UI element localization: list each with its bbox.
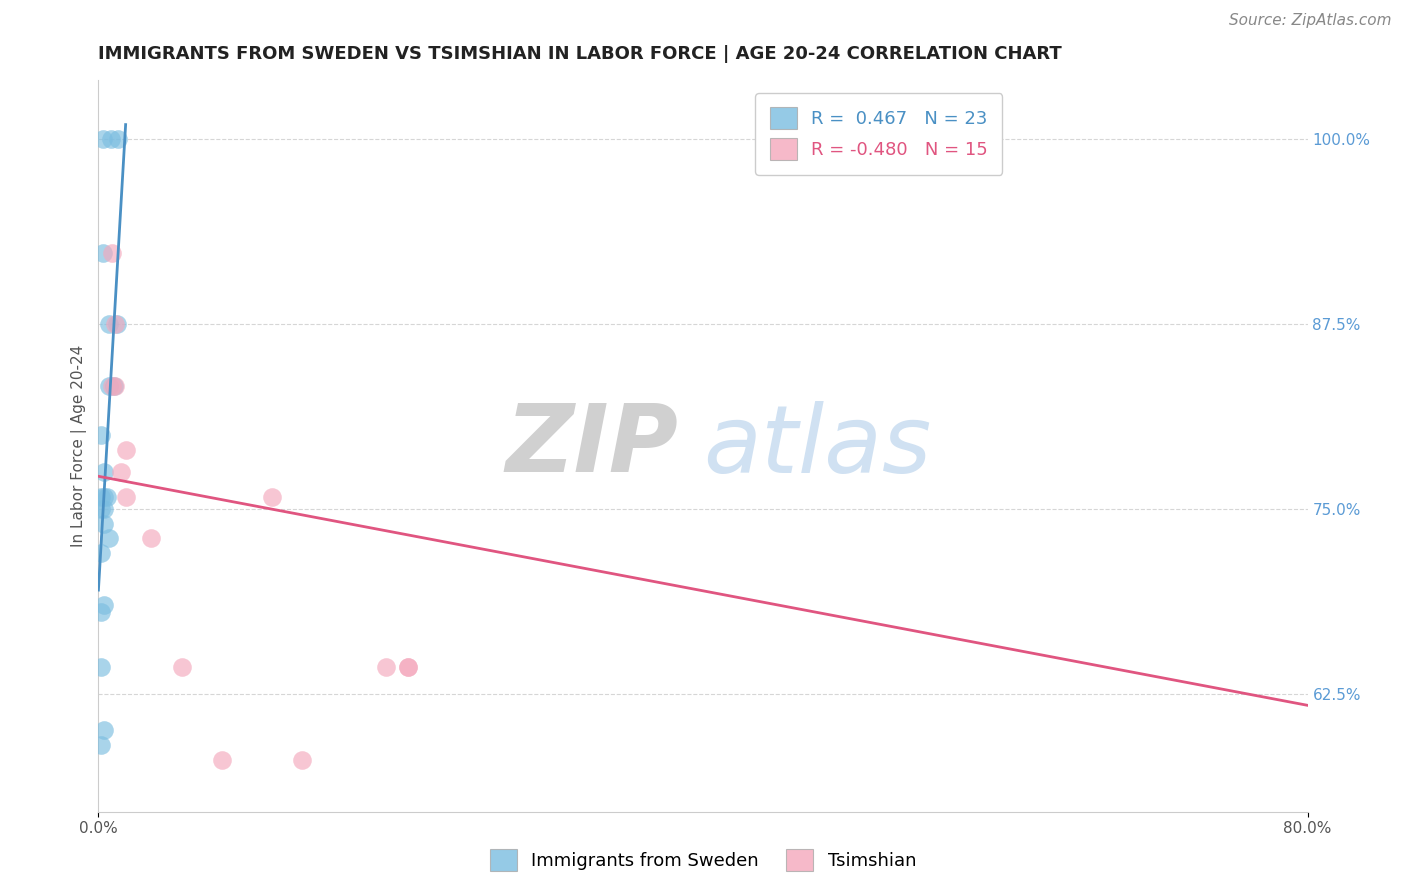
Point [90,501,112,516]
Point [110,465,132,479]
Point [91,246,114,260]
Point [98,379,121,393]
Point [93,465,115,479]
Point [114,490,136,504]
Point [374,660,396,674]
Point [104,317,127,331]
Point [90,428,112,442]
Point [98,317,121,331]
Point [104,379,127,393]
Point [103,379,125,393]
Point [396,660,419,674]
Y-axis label: In Labor Force | Age 20-24: In Labor Force | Age 20-24 [72,345,87,547]
Point [90,490,112,504]
Point [90,546,112,560]
Text: atlas: atlas [703,401,931,491]
Point [114,442,136,457]
Point [101,379,124,393]
Point [211,753,233,767]
Legend: Immigrants from Sweden, Tsimshian: Immigrants from Sweden, Tsimshian [482,842,924,879]
Point [100,132,122,146]
Point [93,598,115,612]
Point [107,132,129,146]
Point [98,532,121,546]
Point [96,490,118,504]
Text: Source: ZipAtlas.com: Source: ZipAtlas.com [1229,13,1392,29]
Point [105,317,128,331]
Point [93,516,115,531]
Point [90,660,112,674]
Point [93,501,115,516]
Text: IMMIGRANTS FROM SWEDEN VS TSIMSHIAN IN LABOR FORCE | AGE 20-24 CORRELATION CHART: IMMIGRANTS FROM SWEDEN VS TSIMSHIAN IN L… [98,45,1062,63]
Legend: R =  0.467   N = 23, R = -0.480   N = 15: R = 0.467 N = 23, R = -0.480 N = 15 [755,93,1002,175]
Text: ZIP: ZIP [506,400,679,492]
Point [101,246,124,260]
Point [90,738,112,752]
Point [93,723,115,738]
Point [90,605,112,619]
Point [291,753,314,767]
Point [141,532,163,546]
Point [170,660,193,674]
Point [396,660,419,674]
Point [262,490,284,504]
Point [91,132,114,146]
Point [93,490,115,504]
